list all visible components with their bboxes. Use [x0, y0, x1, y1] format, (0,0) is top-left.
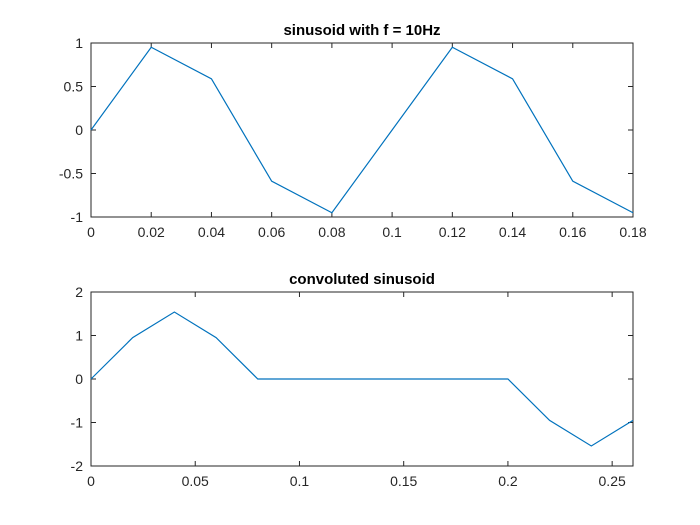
y-tick-label: -0.5 [59, 166, 83, 182]
axes-1: sinusoid with f = 10Hz 0 0.02 0.04 0.06 0.08 0… [59, 22, 647, 240]
plot-area [90, 42, 634, 218]
x-tick-label: 0.25 [599, 473, 626, 489]
x-tick-label: 0.02 [138, 224, 165, 240]
chart-title: convoluted sinusoid [289, 271, 435, 288]
y-tick-label: 1 [75, 328, 83, 344]
series-line [90, 46, 634, 214]
x-tick-label: 0.12 [439, 224, 466, 240]
x-tick-label: 0.05 [182, 473, 209, 489]
y-tick-label: 0 [75, 122, 83, 138]
x-tick-label: 0.14 [499, 224, 526, 240]
x-tick-label: 0 [87, 473, 95, 489]
x-tick-label: 0.15 [390, 473, 417, 489]
y-tick-label: 0 [75, 371, 83, 387]
x-tick-label: 0.04 [198, 224, 225, 240]
x-tick-label: 0.2 [498, 473, 518, 489]
y-tick-label: -1 [71, 209, 84, 225]
y-tick-label: 1 [75, 35, 83, 51]
y-tick-label: -2 [71, 458, 84, 474]
chart-title: sinusoid with f = 10Hz [283, 22, 440, 39]
x-tick-label: 0 [87, 224, 95, 240]
y-tick-label: 0.5 [64, 79, 84, 95]
series-line [90, 311, 634, 447]
x-tick-label: 0.1 [290, 473, 310, 489]
y-tick-label: 2 [75, 284, 83, 300]
x-tick-label: 0.1 [382, 224, 402, 240]
x-tick-label: 0.06 [258, 224, 285, 240]
x-tick-label: 0.18 [619, 224, 646, 240]
axes-2: convoluted sinusoid 0 0.05 0.1 0.15 0.2 0.25 -2… [71, 271, 634, 489]
x-tick-label: 0.08 [318, 224, 345, 240]
y-tick-label: -1 [71, 415, 84, 431]
x-tick-label: 0.16 [559, 224, 586, 240]
